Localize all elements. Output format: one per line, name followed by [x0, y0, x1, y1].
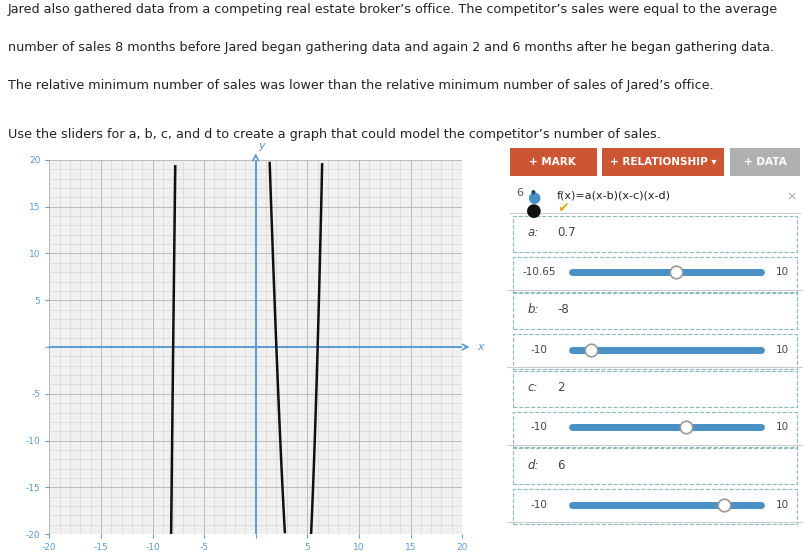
FancyBboxPatch shape [513, 490, 797, 524]
Text: y: y [259, 140, 265, 150]
Text: d:: d: [528, 458, 539, 472]
Text: a:: a: [528, 226, 539, 239]
Text: -10.65: -10.65 [522, 267, 556, 277]
Text: Jared also gathered data from a competing real estate broker’s office. The compe: Jared also gathered data from a competin… [8, 3, 779, 16]
FancyBboxPatch shape [513, 216, 797, 251]
Text: The relative minimum number of sales was lower than the relative minimum number : The relative minimum number of sales was… [8, 79, 714, 92]
Text: ●: ● [526, 202, 542, 220]
Bar [510, 148, 597, 176]
FancyBboxPatch shape [513, 335, 797, 369]
Text: Use the sliders for a, b, c, and d to create a graph that could model the compet: Use the sliders for a, b, c, and d to cr… [8, 128, 661, 140]
Text: + DATA: + DATA [744, 157, 787, 167]
Text: + MARK: + MARK [530, 157, 576, 167]
Text: x: x [478, 342, 484, 352]
Text: c:: c: [528, 381, 538, 394]
Bar [731, 148, 800, 176]
FancyBboxPatch shape [513, 371, 797, 407]
Text: 10: 10 [775, 500, 789, 509]
Text: -10: -10 [531, 345, 548, 355]
Text: ●: ● [531, 189, 536, 194]
FancyBboxPatch shape [513, 412, 797, 447]
Text: ×: × [786, 190, 796, 204]
Text: number of sales 8 months before Jared began gathering data and again 2 and 6 mon: number of sales 8 months before Jared be… [8, 41, 775, 54]
Text: f(x)=a(x-b)(x-c)(x-d): f(x)=a(x-b)(x-c)(x-d) [557, 190, 672, 200]
Text: ●: ● [527, 190, 540, 205]
FancyBboxPatch shape [513, 293, 797, 329]
Text: 10: 10 [775, 267, 789, 277]
Text: 6: 6 [516, 189, 523, 199]
FancyBboxPatch shape [513, 257, 797, 291]
Text: -10: -10 [531, 422, 548, 432]
Text: b:: b: [528, 304, 539, 316]
Text: + RELATIONSHIP ▾: + RELATIONSHIP ▾ [610, 157, 716, 167]
Text: -10: -10 [531, 500, 548, 509]
Text: -8: -8 [557, 304, 569, 316]
Text: ✔: ✔ [557, 201, 569, 215]
Text: 10: 10 [775, 422, 789, 432]
Text: 2: 2 [557, 381, 564, 394]
FancyBboxPatch shape [513, 448, 797, 484]
Text: 0.7: 0.7 [557, 226, 576, 239]
Text: 6: 6 [557, 458, 564, 472]
Text: 10: 10 [775, 345, 789, 355]
Bar [602, 148, 724, 176]
